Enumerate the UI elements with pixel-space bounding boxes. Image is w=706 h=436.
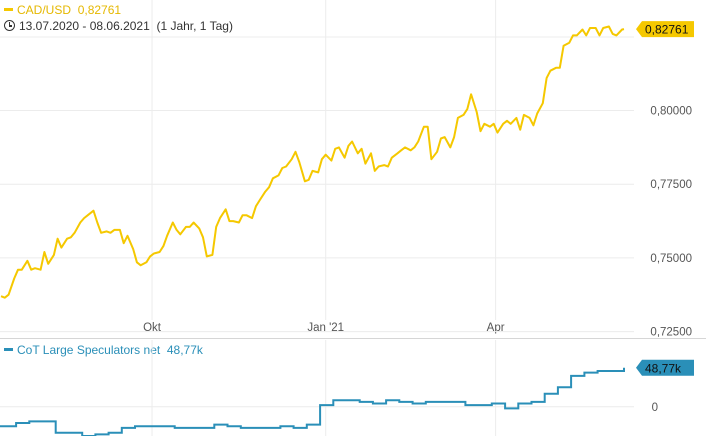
y-tick-label: 0,75000 [650, 253, 692, 265]
cot-color-swatch [4, 348, 13, 352]
legend-cot: CoT Large Speculators net 48,77k [4, 343, 203, 357]
last-value-label: 0,82761 [645, 23, 689, 37]
x-tick-label: Jan '21 [307, 322, 344, 334]
legend-symbol: CAD/USD [17, 3, 72, 17]
cot-line [0, 367, 625, 436]
last-value-badge [636, 21, 694, 38]
y-tick-label: 0,72500 [650, 327, 692, 339]
series-color-swatch [4, 8, 13, 12]
cot-last-value-label: 48,77k [645, 361, 682, 375]
clock-icon [4, 20, 15, 32]
legend-range: 13.07.2020 - 08.06.2021 (1 Jahr, 1 Tag) [4, 19, 233, 33]
y-tick-label: 0 [652, 402, 658, 414]
cot-label: CoT Large Speculators net [17, 343, 161, 357]
y-tick-label: 0,80000 [650, 106, 692, 118]
x-tick-label: Okt [143, 322, 162, 334]
legend-main: CAD/USD 0,82761 [4, 3, 121, 17]
y-tick-label: 0,77500 [650, 179, 692, 191]
cad-usd-line [0, 25, 625, 299]
cot-last-value-badge [636, 359, 694, 376]
cot-value: 48,77k [166, 343, 203, 357]
legend-range-interval: (1 Jahr, 1 Tag) [156, 19, 233, 33]
legend-range-dates: 13.07.2020 - 08.06.2021 [19, 19, 150, 33]
x-tick-label: Apr [487, 322, 505, 334]
legend-value: 0,82761 [77, 3, 122, 17]
